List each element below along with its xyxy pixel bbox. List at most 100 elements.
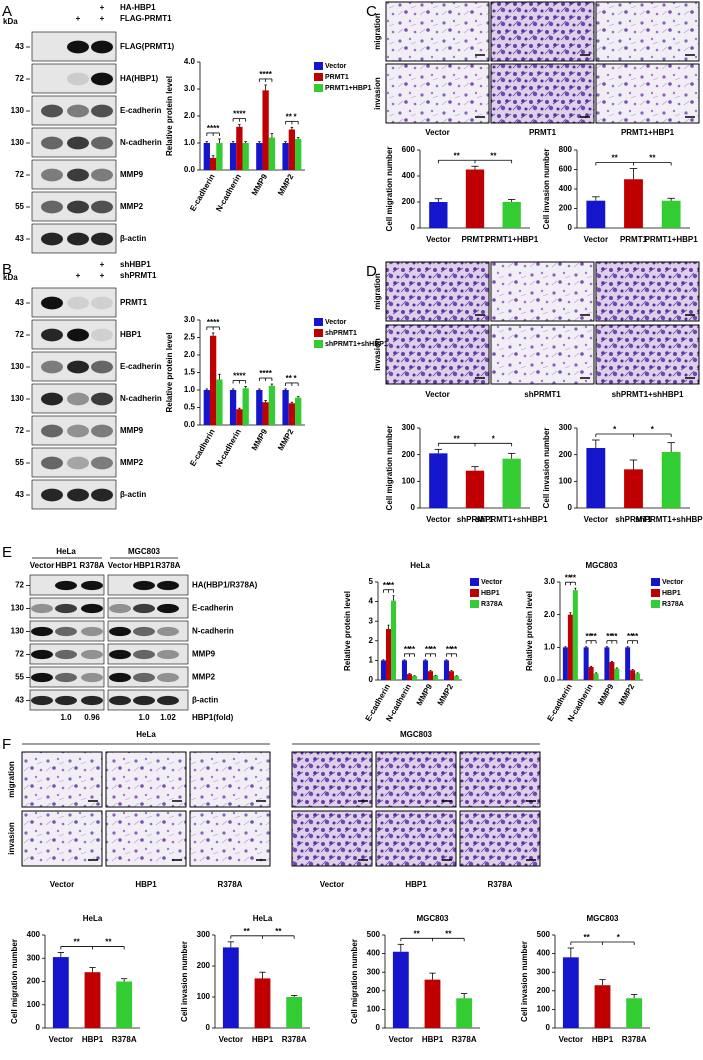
x-tick-label: MMP2 bbox=[436, 682, 456, 707]
band bbox=[41, 296, 63, 310]
row-label: PRMT1 bbox=[120, 298, 148, 307]
bar bbox=[236, 126, 243, 170]
band bbox=[157, 695, 179, 706]
band bbox=[41, 136, 63, 150]
y-tick-label: 1.5 bbox=[184, 368, 196, 377]
legend-label: PRMT1+HBP1 bbox=[325, 85, 372, 92]
y-tick-label: 200 bbox=[559, 450, 573, 459]
sig-label: ** bbox=[445, 929, 452, 938]
bar bbox=[502, 202, 521, 228]
x-tick-label: Vector bbox=[584, 515, 608, 524]
bar bbox=[256, 390, 263, 425]
bar bbox=[203, 390, 210, 425]
band bbox=[55, 580, 77, 591]
group-label: HeLa bbox=[136, 730, 156, 739]
micrograph bbox=[385, 261, 490, 322]
x-tick-label: Vector bbox=[426, 235, 450, 244]
band bbox=[41, 104, 63, 118]
y-tick-label: 300 bbox=[402, 423, 416, 432]
row-label: N-cadherin bbox=[120, 394, 162, 403]
lane-label: HBP1 bbox=[55, 561, 77, 570]
bar bbox=[262, 90, 269, 170]
band bbox=[67, 392, 89, 406]
legend-label: Vector bbox=[481, 579, 503, 586]
bar bbox=[242, 143, 249, 170]
band bbox=[81, 626, 103, 637]
y-axis-label: Cell migration number bbox=[385, 426, 394, 511]
x-tick-label: R378A bbox=[112, 1035, 137, 1044]
panel-label: E bbox=[2, 544, 12, 561]
fold-value: 1.0 bbox=[60, 713, 72, 722]
y-tick-label: 200 bbox=[537, 986, 551, 995]
treatment-sign: + bbox=[76, 14, 81, 23]
band bbox=[109, 695, 131, 706]
legend-label: R378A bbox=[481, 601, 503, 608]
band bbox=[67, 104, 89, 118]
row-label: MMP2 bbox=[120, 202, 144, 211]
sig-label: ** bbox=[649, 154, 656, 163]
x-tick-label: HBP1 bbox=[252, 1035, 274, 1044]
bar bbox=[661, 200, 681, 228]
sig-label: ** bbox=[627, 632, 634, 641]
marker-label: 43 bbox=[15, 298, 24, 307]
bar bbox=[593, 673, 599, 680]
x-tick-label: Vector bbox=[559, 1035, 583, 1044]
band bbox=[91, 392, 113, 406]
band bbox=[133, 695, 155, 706]
band bbox=[67, 360, 89, 374]
marker-label: 130 bbox=[11, 106, 25, 115]
treatment-sign: + bbox=[100, 3, 105, 12]
marker-label: 130 bbox=[11, 604, 25, 613]
column-label: R378A bbox=[488, 880, 513, 889]
x-tick-label: MMP9 bbox=[415, 682, 435, 707]
band bbox=[31, 626, 53, 637]
y-tick-label: 100 bbox=[367, 1005, 381, 1014]
row-label: β-actin bbox=[192, 696, 218, 705]
micrograph bbox=[375, 810, 457, 867]
bar bbox=[630, 670, 636, 680]
band bbox=[91, 360, 113, 374]
band bbox=[91, 136, 113, 150]
band bbox=[41, 200, 63, 214]
band bbox=[109, 649, 131, 660]
marker-label: 130 bbox=[11, 394, 25, 403]
y-tick-label: 400 bbox=[537, 949, 551, 958]
sig-label: ** bbox=[244, 927, 251, 936]
sig-label: ** bbox=[259, 369, 266, 378]
panel-label: D bbox=[366, 263, 377, 280]
chart-title: HeLa bbox=[410, 561, 430, 570]
band bbox=[81, 649, 103, 660]
x-tick-label: PRMT1+HBP1 bbox=[485, 235, 539, 244]
row-label: MMP9 bbox=[192, 650, 216, 659]
band bbox=[67, 232, 89, 246]
x-tick-label: R378A bbox=[282, 1035, 307, 1044]
y-tick-label: 0.0 bbox=[184, 420, 196, 429]
band bbox=[133, 649, 155, 660]
band bbox=[81, 695, 103, 706]
micrograph bbox=[385, 1, 490, 62]
bar bbox=[583, 647, 589, 680]
band bbox=[41, 456, 63, 470]
column-label: shPRMT1 bbox=[524, 390, 561, 399]
treatment-label: shPRMT1 bbox=[120, 271, 157, 280]
marker-label: 43 bbox=[15, 234, 24, 243]
sig-label: ** bbox=[584, 933, 591, 942]
y-tick-label: 4.0 bbox=[184, 57, 196, 66]
bar bbox=[572, 590, 578, 680]
band bbox=[55, 672, 77, 683]
sig-label: ** bbox=[286, 374, 293, 383]
y-tick-label: 200 bbox=[402, 197, 416, 206]
row-label: HA(HBP1/R378A) bbox=[192, 581, 258, 590]
y-tick-label: 1.0 bbox=[184, 138, 196, 147]
sig-label: ** bbox=[74, 938, 81, 947]
sig-label: ** bbox=[586, 632, 593, 641]
lane-label: R378A bbox=[156, 561, 181, 570]
y-tick-label: 500 bbox=[537, 930, 551, 939]
treatment-label: HA-HBP1 bbox=[120, 3, 156, 12]
band bbox=[41, 424, 63, 438]
y-tick-label: 0 bbox=[376, 1023, 381, 1032]
bar bbox=[282, 143, 289, 170]
kda-label: kDa bbox=[3, 17, 18, 26]
y-tick-label: 0.0 bbox=[544, 675, 556, 684]
row-label: migration bbox=[373, 13, 382, 50]
